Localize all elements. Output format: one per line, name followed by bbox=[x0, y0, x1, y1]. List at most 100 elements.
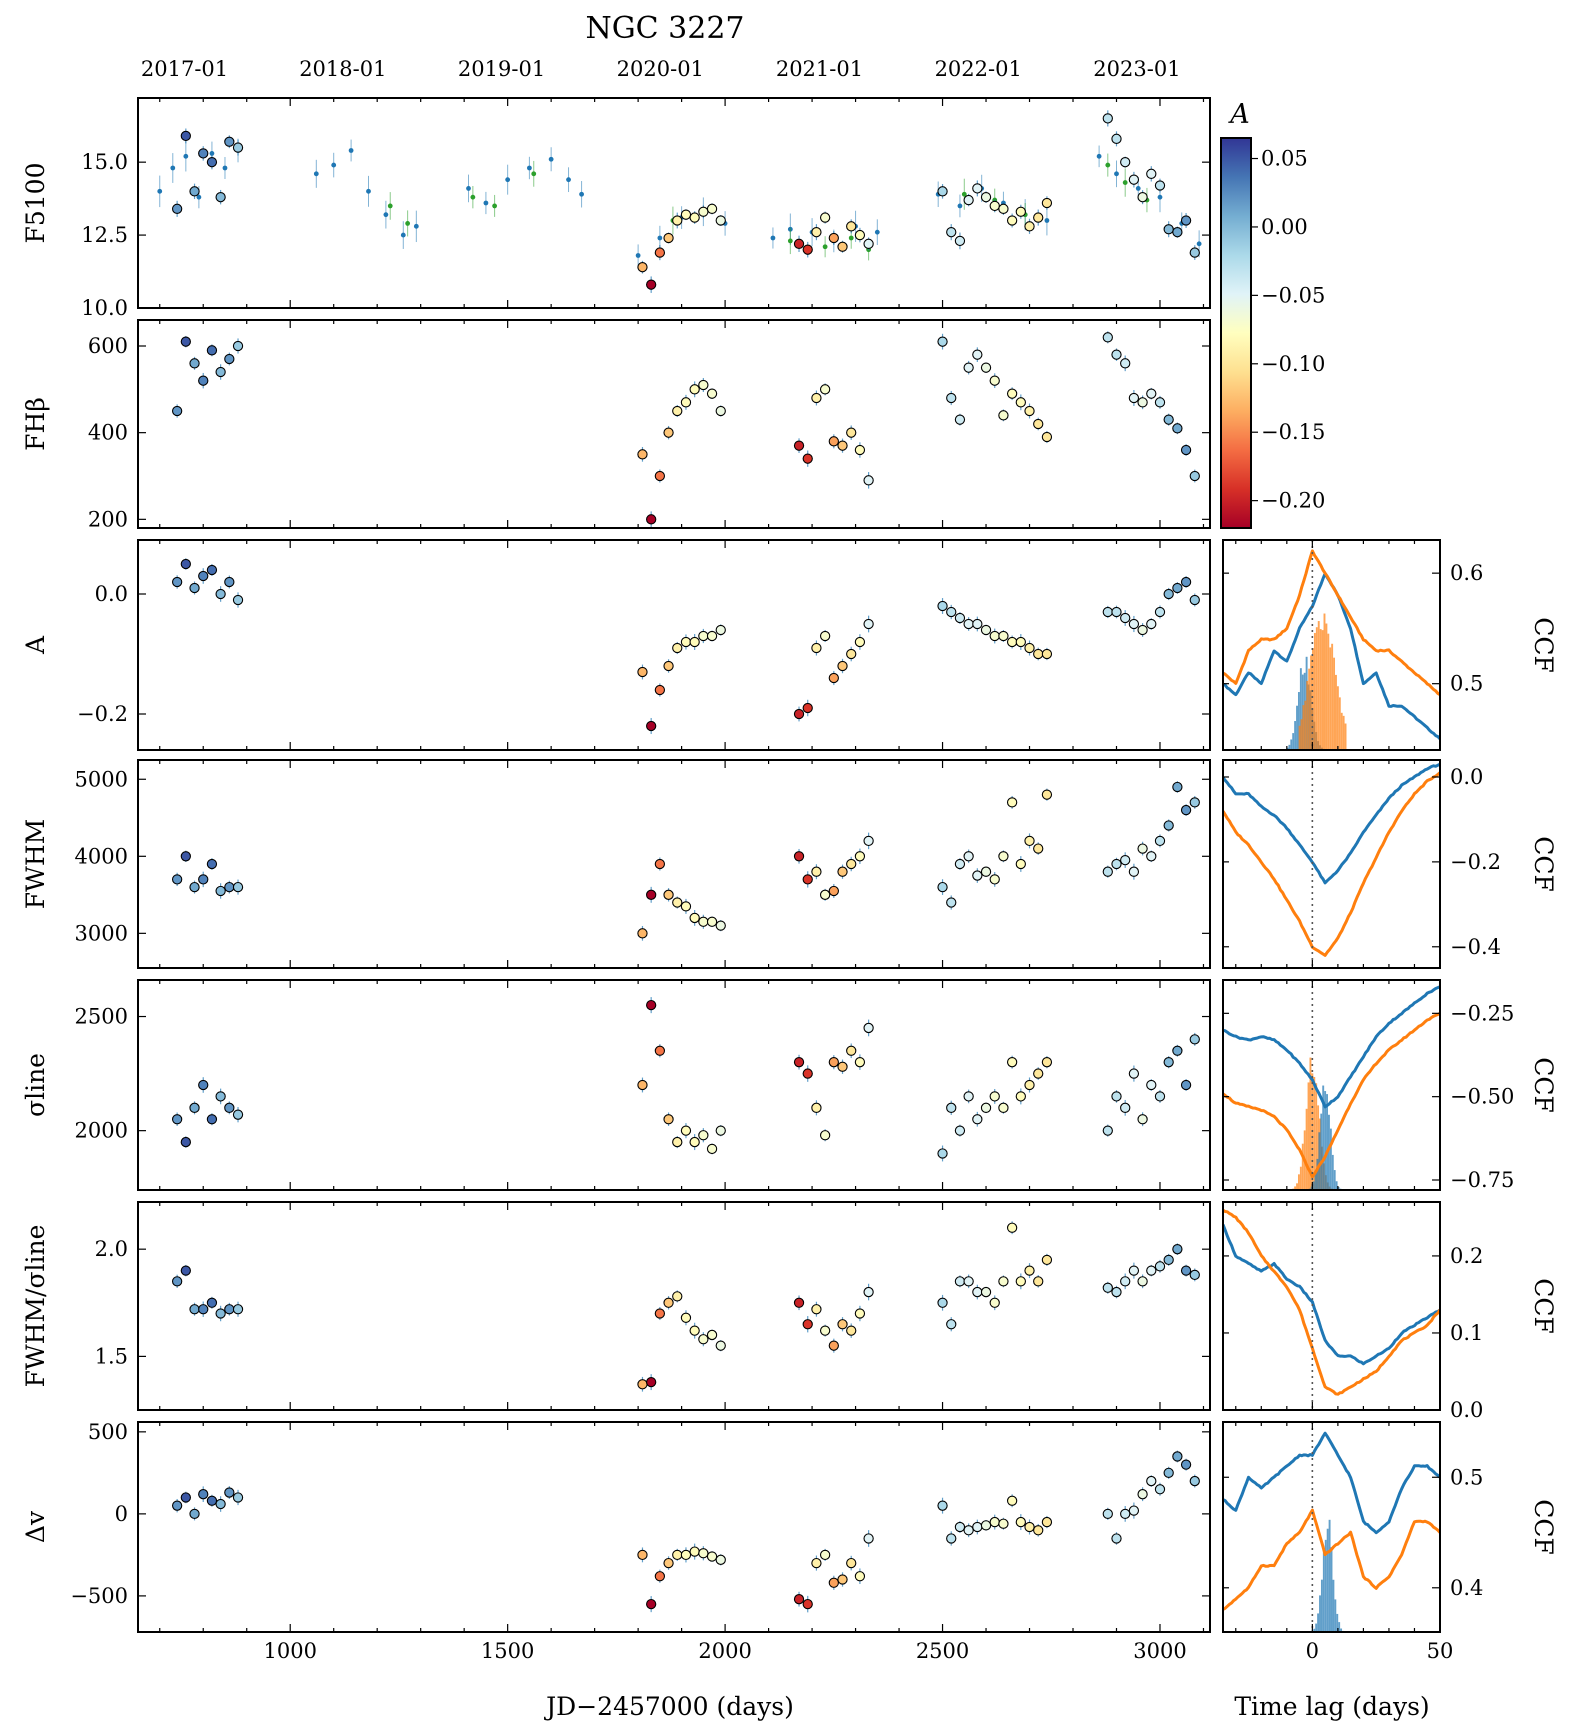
data-point bbox=[793, 1594, 805, 1605]
data-point bbox=[680, 636, 692, 648]
colorbar-tick-label: 0.05 bbox=[1261, 147, 1308, 171]
data-point bbox=[171, 1276, 183, 1287]
data-point bbox=[1180, 1459, 1192, 1470]
ccf-panel-ccf_ratio: 0.0 0.1 0.2 CCF bbox=[1222, 1201, 1558, 1422]
data-point bbox=[1102, 113, 1113, 124]
data-point bbox=[1015, 858, 1026, 870]
data-point bbox=[654, 1045, 666, 1056]
data-point bbox=[1189, 1475, 1200, 1487]
ccf-plot-area bbox=[1223, 980, 1440, 1190]
data-point bbox=[1120, 157, 1131, 168]
data-point bbox=[405, 221, 411, 226]
data-point bbox=[198, 874, 209, 885]
histogram-bar bbox=[1329, 647, 1332, 750]
histogram-bar bbox=[1317, 1105, 1320, 1190]
histogram-bar bbox=[1294, 721, 1297, 750]
data-point bbox=[874, 229, 880, 235]
data-point bbox=[963, 194, 974, 206]
ccf-panel-ccf_sigma: −0.75 −0.50 −0.25 CCF bbox=[1222, 979, 1558, 1192]
data-point bbox=[706, 203, 718, 214]
ccf-plot-area bbox=[1223, 540, 1440, 750]
data-point bbox=[1154, 606, 1166, 618]
data-point bbox=[854, 636, 866, 648]
data-point bbox=[1041, 1254, 1053, 1266]
data-point bbox=[698, 630, 709, 642]
histogram-bar bbox=[1299, 1166, 1302, 1190]
data-point bbox=[224, 136, 235, 147]
x-tick-label: 1500 bbox=[481, 1639, 534, 1663]
data-point bbox=[180, 336, 191, 347]
data-point bbox=[189, 1102, 200, 1113]
data-point bbox=[1189, 1034, 1200, 1045]
data-point bbox=[715, 1125, 726, 1136]
colorbar: A 0.05 0.00 −0.05 −0.10 −0.15 −0.20 bbox=[1220, 99, 1325, 529]
histogram-bar bbox=[1323, 613, 1326, 750]
data-point bbox=[1128, 1505, 1140, 1516]
data-point bbox=[819, 1325, 831, 1336]
data-point bbox=[654, 684, 666, 696]
data-point bbox=[1015, 636, 1026, 648]
data-point bbox=[1015, 397, 1026, 408]
data-point bbox=[637, 262, 648, 273]
ccf-line-blue bbox=[1223, 985, 1440, 1109]
colorbar-tick-label: −0.20 bbox=[1261, 489, 1325, 513]
top-date-tick-label: 2021-01 bbox=[776, 57, 863, 81]
data-point bbox=[1041, 789, 1053, 800]
histogram-bar bbox=[1331, 643, 1334, 750]
data-point bbox=[180, 1492, 191, 1503]
data-point bbox=[1006, 1495, 1018, 1506]
data-point bbox=[811, 392, 822, 404]
data-point bbox=[224, 576, 235, 588]
histogram-bar bbox=[1320, 1113, 1323, 1190]
data-point bbox=[209, 151, 215, 156]
data-point bbox=[963, 1276, 974, 1287]
histogram-bar bbox=[1302, 705, 1305, 750]
data-point bbox=[198, 148, 209, 159]
data-point bbox=[937, 600, 948, 612]
lag-histogram bbox=[1301, 1085, 1350, 1190]
data-point bbox=[989, 1516, 1000, 1528]
data-point bbox=[232, 340, 244, 352]
data-point bbox=[954, 612, 966, 624]
data-point bbox=[1172, 582, 1183, 594]
histogram-bar bbox=[1317, 1613, 1320, 1632]
data-point bbox=[387, 203, 393, 209]
data-point bbox=[715, 405, 726, 417]
data-point bbox=[1146, 1079, 1157, 1091]
data-point bbox=[1172, 1451, 1183, 1462]
data-point bbox=[822, 244, 828, 250]
data-point bbox=[646, 1376, 657, 1388]
data-point bbox=[854, 1057, 866, 1068]
histogram-bar bbox=[1296, 1183, 1298, 1190]
data-point bbox=[989, 375, 1000, 386]
x-tick-label: 2000 bbox=[698, 1639, 751, 1663]
series-F5100-0 bbox=[157, 138, 1202, 267]
data-point bbox=[1157, 194, 1163, 200]
data-point bbox=[1041, 431, 1053, 443]
data-point bbox=[963, 1525, 974, 1536]
data-point bbox=[1122, 180, 1128, 185]
data-point bbox=[1114, 171, 1119, 177]
data-point bbox=[811, 227, 822, 238]
y-tick-label: 15.0 bbox=[81, 150, 128, 174]
data-point bbox=[680, 1549, 692, 1561]
data-point bbox=[1006, 215, 1018, 226]
y-axis-label: FHβ bbox=[21, 397, 50, 451]
histogram-bar bbox=[1326, 1528, 1329, 1632]
data-point bbox=[689, 1546, 700, 1557]
data-point bbox=[1163, 1254, 1174, 1266]
histogram-bar bbox=[1300, 719, 1303, 750]
data-point bbox=[171, 1500, 183, 1511]
data-point bbox=[1102, 1125, 1113, 1136]
data-point bbox=[946, 1319, 957, 1330]
data-point bbox=[980, 1102, 992, 1113]
data-point bbox=[189, 186, 200, 197]
data-point bbox=[698, 916, 709, 927]
data-point bbox=[1120, 1508, 1131, 1520]
data-point bbox=[654, 858, 666, 870]
data-point bbox=[483, 200, 489, 206]
data-point bbox=[998, 410, 1009, 421]
histogram-bar bbox=[1325, 623, 1328, 750]
data-point bbox=[1172, 781, 1183, 793]
panel-fwhm_over_sigma: 1.5 2.0 FWHM/σline bbox=[21, 1201, 1211, 1411]
